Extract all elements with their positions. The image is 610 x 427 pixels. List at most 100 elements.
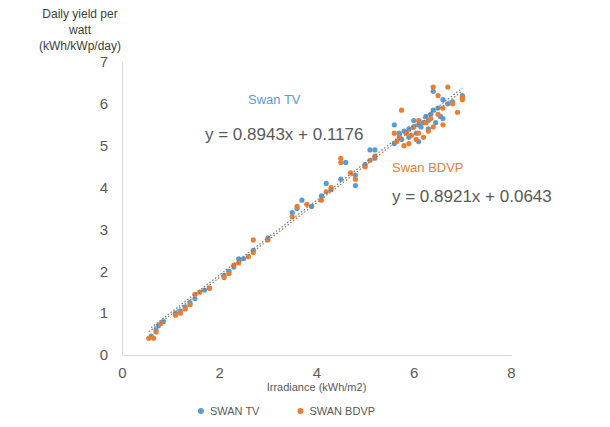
point <box>178 311 183 316</box>
series <box>149 89 465 339</box>
point <box>428 116 433 121</box>
point <box>416 131 421 136</box>
legend-label: SWAN BDVP <box>309 405 375 417</box>
point <box>392 122 397 127</box>
trendline <box>149 91 463 332</box>
point <box>440 122 445 127</box>
legend: SWAN TV SWAN BDVP <box>198 405 375 417</box>
trendline-equation: y = 0.8943x + 0.1176 <box>205 125 363 144</box>
point <box>158 321 163 326</box>
y-axis-line <box>122 63 123 356</box>
point <box>353 183 358 188</box>
point <box>304 202 309 207</box>
legend-label: SWAN TV <box>210 405 260 417</box>
series-annotation: Swan BDVP <box>392 160 464 175</box>
point <box>392 131 397 136</box>
y-tick-label: 2 <box>100 263 108 280</box>
point <box>414 137 419 142</box>
y-tick-label: 1 <box>100 304 108 321</box>
legend-item: SWAN TV <box>198 405 260 417</box>
point <box>367 147 372 152</box>
point <box>426 128 431 133</box>
point <box>319 198 324 203</box>
point <box>146 336 151 341</box>
point <box>399 108 404 113</box>
y-tick-label: 7 <box>100 53 108 70</box>
x-tick-label: 4 <box>313 364 321 381</box>
point <box>406 141 411 146</box>
point <box>460 95 465 100</box>
series <box>146 85 465 341</box>
point <box>440 105 445 110</box>
point <box>445 85 450 90</box>
x-axis-title: Irradiance (kWh/m2) <box>267 381 367 393</box>
point <box>251 237 256 242</box>
x-tick: 0 <box>118 355 126 381</box>
y-tick: 3 <box>100 221 122 238</box>
point <box>324 181 329 186</box>
y-tick: 2 <box>100 263 122 280</box>
point <box>328 185 333 190</box>
y-tick-label: 5 <box>100 137 108 154</box>
x-tick-label: 6 <box>410 364 418 381</box>
y-tick: 1 <box>100 304 122 321</box>
point <box>197 290 202 295</box>
point <box>455 110 460 115</box>
point <box>435 93 440 98</box>
legend-marker <box>297 408 303 414</box>
data-layer <box>146 85 465 341</box>
point <box>450 101 455 106</box>
point <box>309 204 314 209</box>
point <box>343 160 348 165</box>
x-tick: 4 <box>313 355 321 381</box>
point <box>431 85 436 90</box>
point <box>372 147 377 152</box>
x-axis: 0 2 4 6 8 <box>118 355 515 381</box>
y-tick: 7 <box>100 53 122 70</box>
x-tick: 8 <box>507 355 515 381</box>
y-tick-label: 6 <box>100 95 108 112</box>
point <box>173 313 178 318</box>
y-axis-title: Daily yield perwatt(kWh/kWp/day) <box>39 7 121 53</box>
y-tick: 4 <box>100 179 122 196</box>
point <box>440 116 445 121</box>
point <box>290 214 295 219</box>
point <box>409 133 414 138</box>
x-tick-label: 8 <box>507 364 515 381</box>
point <box>338 177 343 182</box>
point <box>324 189 329 194</box>
point <box>338 156 343 161</box>
point <box>460 95 465 100</box>
point <box>153 329 158 334</box>
trendline-equation: y = 0.8921x + 0.0643 <box>392 187 552 206</box>
point <box>294 204 299 209</box>
y-tick-label: 0 <box>100 346 108 363</box>
point <box>187 302 192 307</box>
point <box>435 112 440 117</box>
chart: 0 2 4 6 8 0 1 2 3 4 5 6 7 Swan TV y = 0.8943x + 0.1176… <box>0 0 610 427</box>
y-tick-label: 4 <box>100 179 108 196</box>
y-axis: 0 1 2 3 4 5 6 7 <box>100 53 123 363</box>
point <box>299 198 304 203</box>
y-tick: 6 <box>100 95 122 112</box>
point <box>353 177 358 182</box>
point <box>440 97 445 102</box>
x-tick: 6 <box>410 355 418 381</box>
legend-marker <box>198 408 204 414</box>
point <box>411 118 416 123</box>
legend-item: SWAN BDVP <box>297 405 375 417</box>
point <box>401 143 406 148</box>
point <box>421 135 426 140</box>
trendline <box>151 88 462 328</box>
y-tick-label: 3 <box>100 221 108 238</box>
series-annotation: Swan TV <box>248 92 301 107</box>
x-tick-label: 0 <box>118 364 126 381</box>
x-tick: 2 <box>216 355 224 381</box>
x-axis-line <box>123 355 512 356</box>
x-tick-label: 2 <box>216 364 224 381</box>
point <box>151 336 156 341</box>
point <box>183 306 188 311</box>
plot-area: 0 2 4 6 8 0 1 2 3 4 5 6 7 <box>100 53 516 380</box>
y-tick: 0 <box>100 346 122 363</box>
point <box>431 124 436 129</box>
